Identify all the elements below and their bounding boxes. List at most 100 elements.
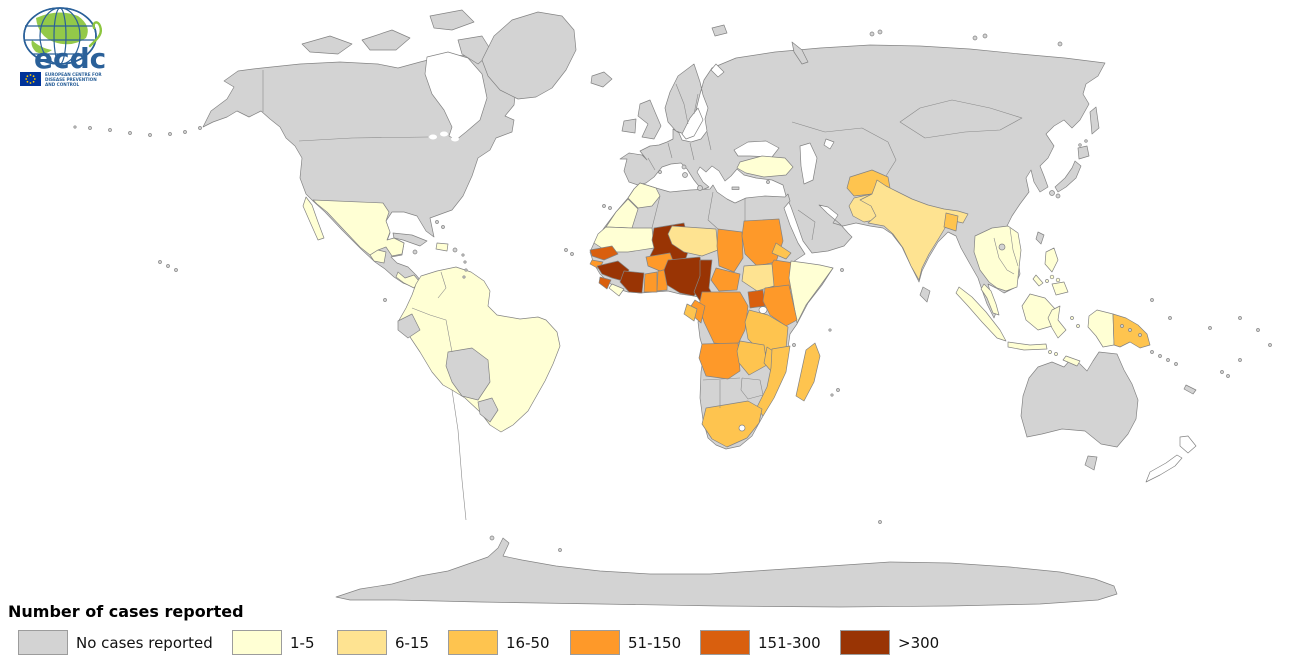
border-arabia: [797, 209, 816, 241]
country-congo: [690, 299, 706, 324]
landmass-new-zealand-north: [1179, 435, 1197, 454]
border-europe-3: [689, 142, 695, 161]
reported-case-regions: [302, 155, 1151, 448]
country-south-africa: [701, 400, 763, 448]
country-mozambique: [756, 345, 791, 417]
region-malay-peninsula: [980, 283, 1000, 316]
legend-swatch-no-cases: [18, 630, 68, 655]
border-namibia-botswana: [702, 377, 741, 408]
legend-label-16-50: 16-50: [506, 633, 550, 652]
border-us-canada: [298, 136, 429, 142]
landmass-ireland: [621, 118, 637, 134]
border-russia-kazakhstan: [791, 121, 889, 143]
logo-wordmark: ecdc: [34, 42, 106, 75]
landmass-taiwan: [1035, 231, 1045, 245]
legend-label-no-cases: No cases reported: [76, 633, 213, 652]
legend-item-16-50: 16-50: [448, 630, 550, 655]
landmass-antarctica: [335, 537, 1118, 608]
island-visayas: [1049, 274, 1055, 280]
country-madagascar: [795, 342, 821, 402]
country-mauritania: [593, 226, 655, 253]
landmass-novaya-zemlya: [791, 41, 809, 65]
lake-victoria: [758, 306, 768, 314]
island-visayas: [1045, 279, 1049, 283]
legend-label-1-5: 1-5: [290, 633, 315, 652]
border-kazakhstan-china: [885, 141, 897, 177]
island-visayas: [1055, 277, 1061, 283]
country-ecuador: [397, 313, 421, 339]
border-mongolia: [899, 99, 1023, 139]
region-west-papua: [1087, 309, 1115, 348]
country-guatemala: [369, 249, 387, 264]
country-angola: [698, 342, 741, 380]
border-chile-argentina: [451, 389, 467, 521]
country-liberia: [608, 283, 625, 297]
legend-swatch-151-300: [700, 630, 750, 655]
country-turkey: [736, 155, 794, 178]
landmass-australia: [1020, 351, 1139, 448]
hudson-bay: [424, 51, 488, 141]
landmass-greenland: [481, 11, 577, 100]
legend-label-151-300: 151-300: [758, 633, 821, 652]
country-bangladesh: [943, 212, 959, 232]
aral-sea: [823, 138, 835, 150]
island-timor: [1062, 355, 1081, 367]
legend-swatch-1-5: [232, 630, 282, 655]
country-somalia: [788, 260, 834, 324]
internal-borders: [262, 70, 1023, 521]
landmass-shikoku: [1055, 193, 1061, 199]
landmass-arctic-island: [429, 9, 475, 31]
small-islands: [73, 29, 1272, 552]
landmass-arctic-island: [301, 35, 353, 55]
border-north-africa-1: [707, 191, 719, 230]
legend-label-6-15: 6-15: [395, 633, 430, 652]
country-mexico-baja: [302, 196, 325, 241]
region-indochina: [973, 225, 1022, 292]
landmass-svalbard: [711, 24, 728, 37]
island-mindanao: [1051, 281, 1069, 296]
legend-swatch-6-15: [337, 630, 387, 655]
country-central-african-republic: [710, 267, 741, 292]
svg-text:EUROPEAN CENTRE FOR: EUROPEAN CENTRE FOR: [45, 72, 102, 77]
legend-swatch-gt300: [840, 630, 890, 655]
legend-title: Number of cases reported: [8, 602, 244, 621]
country-uganda: [747, 289, 766, 309]
country-costa-rica-panama: [395, 271, 420, 289]
country-eritrea: [771, 242, 792, 260]
island-java: [1007, 341, 1048, 351]
island-lesser-sunda: [1048, 350, 1052, 354]
inland-water: [424, 51, 835, 314]
border-algeria-mali: [651, 195, 661, 229]
country-chad: [716, 228, 744, 273]
island-lesser-sunda: [1054, 352, 1058, 356]
legend-item-51-150: 51-150: [570, 630, 681, 655]
country-morocco: [627, 182, 661, 209]
legend-label-gt300: >300: [898, 633, 940, 652]
legend-swatch-51-150: [570, 630, 620, 655]
black-sea: [733, 140, 780, 158]
landmass-honshu: [1054, 160, 1082, 193]
great-lake: [451, 136, 459, 142]
legend-label-51-150: 51-150: [628, 633, 682, 652]
country-bolivia: [445, 347, 491, 401]
border-europe-1: [647, 157, 656, 171]
country-senegal: [589, 245, 619, 261]
landmass-tasmania: [1084, 455, 1098, 471]
country-ghana: [643, 271, 658, 293]
border-indochina-1: [993, 237, 1015, 275]
island-sumatra: [955, 286, 1007, 342]
island-moluccas: [1076, 324, 1080, 328]
border-europe-2: [667, 142, 673, 159]
eu-flag-icon: [20, 72, 41, 86]
landmass-kyushu: [1049, 190, 1055, 196]
logo-swoosh: [88, 21, 103, 48]
country-niger: [667, 225, 719, 257]
country-india: [859, 179, 969, 281]
great-lake: [440, 131, 448, 137]
country-zambia: [736, 340, 768, 376]
border-zimbabwe: [740, 377, 764, 400]
baltic-sea: [681, 107, 704, 140]
country-gabon: [683, 303, 698, 322]
landmass-sri-lanka: [919, 286, 931, 303]
